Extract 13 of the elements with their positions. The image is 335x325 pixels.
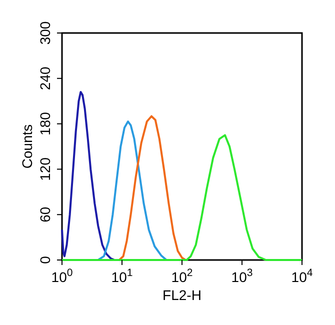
y-tick-label: 120 — [37, 157, 53, 181]
x-axis-title: FL2-H — [162, 287, 202, 303]
y-tick-label: 180 — [37, 112, 53, 136]
x-tick-label: 10$^{0}$ — [51, 267, 73, 285]
y-tick-label: 240 — [37, 66, 53, 90]
y-axis-title: Counts — [19, 124, 35, 169]
x-tick-label: 10$^{1}$ — [111, 267, 133, 285]
y-tick-label: 0 — [37, 256, 53, 264]
y-tick-label: 300 — [37, 21, 53, 45]
y-tick-label: 60 — [37, 206, 53, 222]
x-tick-label: 10$^{4}$ — [291, 267, 313, 285]
x-tick-label: 10$^{3}$ — [231, 267, 253, 285]
x-tick-label: 10$^{2}$ — [171, 267, 193, 285]
